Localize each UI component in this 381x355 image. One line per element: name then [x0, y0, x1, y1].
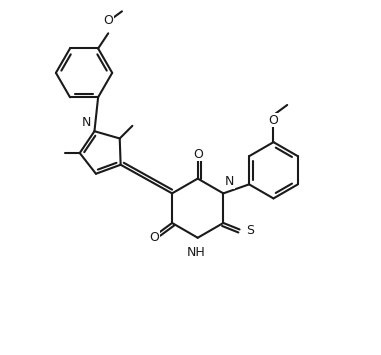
Text: O: O — [103, 14, 113, 27]
Text: N: N — [225, 175, 235, 188]
Text: O: O — [149, 231, 159, 244]
Text: S: S — [246, 224, 254, 237]
Text: O: O — [269, 114, 279, 127]
Text: N: N — [82, 116, 91, 130]
Text: NH: NH — [187, 246, 205, 259]
Text: O: O — [193, 148, 203, 160]
